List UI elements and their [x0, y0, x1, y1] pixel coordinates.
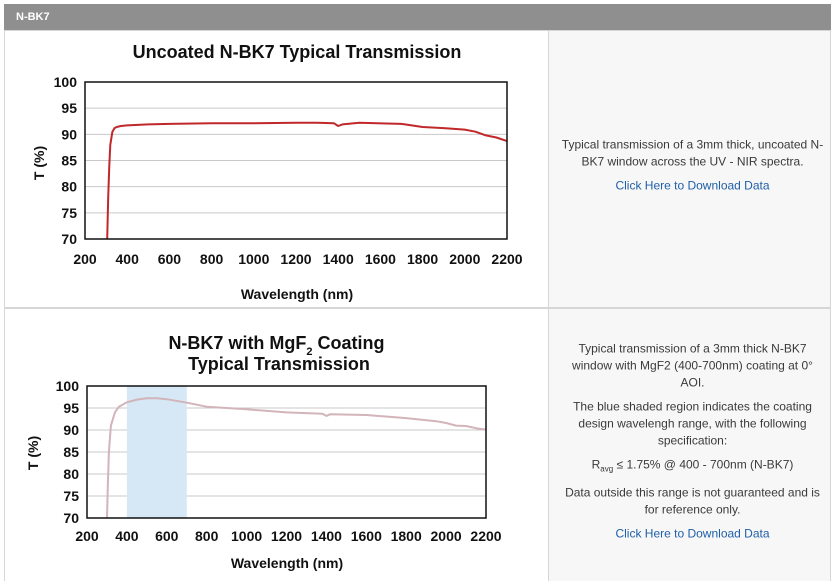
y-axis-label: T (%): [25, 436, 41, 470]
coating-spec: Ravg ≤ 1.75% @ 400 - 700nm (N-BK7): [591, 457, 794, 474]
title-subscript: 2: [306, 346, 312, 358]
x-axis-label: Wavelength (nm): [231, 555, 343, 571]
chart-title: N-BK7 with MgF2 Coating Typical Transmis…: [168, 333, 389, 374]
download-data-link[interactable]: Click Here to Download Data: [615, 526, 770, 541]
y-tick-label: 95: [63, 400, 79, 416]
y-tick-label: 70: [61, 231, 77, 247]
x-tick-label: 1200: [271, 528, 302, 544]
plot-frame: [84, 81, 508, 240]
x-tick-labels: 200 400 600 800 1000 1200 1400 1600 1800 2000 2200: [75, 528, 501, 544]
description-text: Typical transmission of a 3mm thick, unc…: [561, 137, 824, 169]
chart-cell: Uncoated N-BK7 Typical Transmission T (%…: [5, 31, 548, 307]
data-series: [106, 121, 508, 240]
x-tick-label: 1800: [391, 528, 422, 544]
x-tick-label: 1400: [323, 251, 354, 267]
chart-cell: N-BK7 with MgF2 Coating Typical Transmis…: [5, 309, 548, 581]
x-tick-label: 800: [195, 528, 219, 544]
y-tick-label: 100: [54, 74, 78, 90]
description-text: Typical transmission of a 3mm thick N-BK…: [572, 341, 813, 390]
chart-title-line-2: Typical Transmission: [188, 354, 370, 374]
x-tick-label: 200: [75, 528, 99, 544]
uncoated-transmission-chart: Uncoated N-BK7 Typical Transmission T (%…: [31, 42, 523, 302]
mgf2-transmission-chart: N-BK7 with MgF2 Coating Typical Transmis…: [25, 333, 502, 571]
y-tick-label: 85: [61, 153, 77, 169]
x-tick-label: 1200: [280, 251, 311, 267]
x-tick-label: 400: [115, 528, 139, 544]
x-tick-label: 1600: [351, 528, 382, 544]
y-tick-label: 70: [63, 510, 79, 526]
chart-title-line-1: N-BK7 with MgF2 Coating: [168, 333, 384, 358]
coating-design-region: [126, 386, 187, 518]
description-block: Typical transmission of a 3mm thick N-BK…: [559, 341, 826, 550]
x-tick-label: 800: [200, 251, 224, 267]
chart-title: Uncoated N-BK7 Typical Transmission: [133, 42, 462, 62]
x-tick-label: 1800: [407, 251, 438, 267]
transmission-line: [106, 397, 487, 519]
x-tick-label: 600: [155, 528, 179, 544]
shaded-regions: [126, 386, 187, 518]
y-tick-label: 90: [63, 422, 79, 438]
y-tick-label: 75: [63, 488, 79, 504]
x-tick-label: 600: [158, 251, 182, 267]
y-tick-labels: 70 75 80 85 90 95 100: [56, 378, 80, 526]
y-axis-label: T (%): [31, 146, 47, 180]
x-tick-label: 1000: [231, 528, 262, 544]
x-tick-label: 1600: [365, 251, 396, 267]
reference-note: Data outside this range is not guarantee…: [565, 485, 820, 517]
y-tick-label: 90: [61, 126, 77, 142]
x-axis-label: Wavelength (nm): [241, 286, 353, 302]
y-tick-label: 80: [61, 179, 77, 195]
y-tick-label: 80: [63, 466, 79, 482]
y-tick-label: 75: [61, 205, 77, 221]
y-tick-label: 100: [56, 378, 80, 394]
x-tick-labels: 200 400 600 800 1000 1200 1400 1600 1800 2000 2200: [73, 251, 522, 267]
y-tick-labels: 70 75 80 85 90 95 100: [54, 74, 78, 247]
section-header: N-BK7: [4, 4, 831, 30]
grid-lines: [85, 107, 507, 214]
table-row: Uncoated N-BK7 Typical Transmission T (%…: [4, 30, 831, 308]
x-tick-label: 200: [73, 251, 97, 267]
x-tick-label: 2200: [491, 251, 522, 267]
x-tick-label: 2200: [470, 528, 501, 544]
x-tick-label: 1000: [238, 251, 269, 267]
description-text: The blue shaded region indicates the coa…: [573, 399, 812, 448]
y-tick-label: 95: [61, 100, 77, 116]
x-tick-label: 1400: [311, 528, 342, 544]
description-cell: Typical transmission of a 3mm thick N-BK…: [548, 309, 830, 581]
data-series: [106, 397, 487, 519]
transmission-line: [106, 121, 508, 240]
description-block: Typical transmission of a 3mm thick, unc…: [559, 137, 826, 202]
download-data-link[interactable]: Click Here to Download Data: [615, 178, 770, 193]
section-title: N-BK7: [16, 11, 50, 23]
table-row: N-BK7 with MgF2 Coating Typical Transmis…: [4, 308, 831, 581]
description-cell: Typical transmission of a 3mm thick, unc…: [548, 31, 830, 307]
plot-frame: [86, 385, 487, 519]
x-tick-label: 2000: [431, 528, 462, 544]
x-tick-label: 2000: [449, 251, 480, 267]
y-tick-label: 85: [63, 444, 79, 460]
x-tick-label: 400: [116, 251, 140, 267]
